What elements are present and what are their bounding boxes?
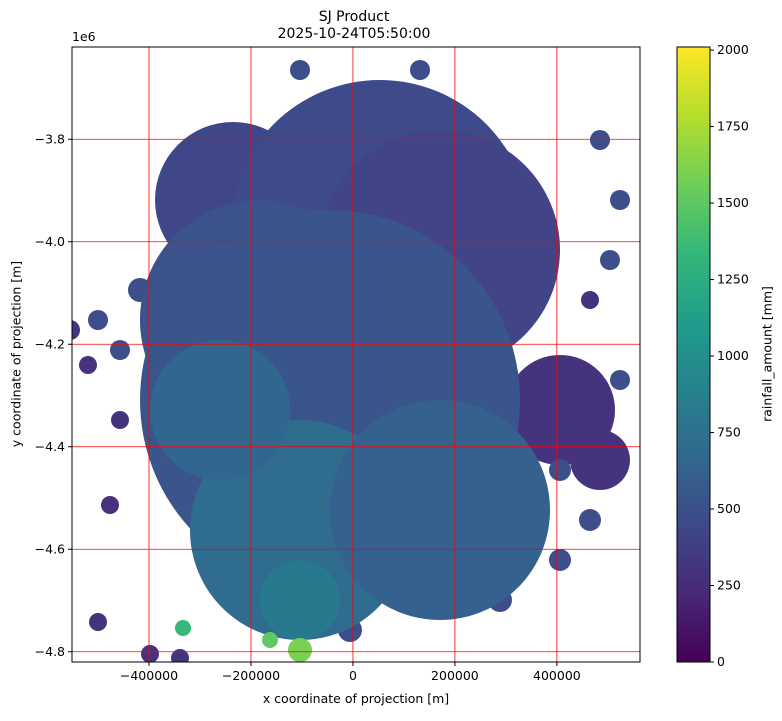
grid [72,47,640,662]
colorbar-tick-label: 1000 [717,348,749,363]
y-tick-label: −4.2 [35,336,65,351]
colorbar-label: rainfall_amount [mm] [760,286,775,422]
x-tick-label: 200000 [431,668,479,683]
y-offset-text: 1e6 [72,29,96,44]
colorbar-tick-label: 1250 [717,272,749,287]
y-tick-label: −4.4 [35,439,65,454]
x-tick-label: 0 [349,668,357,683]
y-axis-label: y coordinate of projection [m] [9,261,24,447]
colorbar-tick-label: 2000 [717,42,749,57]
colorbar-tick-label: 250 [717,578,741,593]
colorbar-tick-label: 1750 [717,119,749,134]
y-tick-label: −4.6 [35,541,65,556]
colorbar-tick-label: 500 [717,501,741,516]
x-tick-label: −200000 [222,668,280,683]
colorbar-tick-label: 750 [717,425,741,440]
y-tick-label: −4.0 [35,234,65,249]
y-tick-label: −4.8 [35,644,65,659]
x-axis-label: x coordinate of projection [m] [263,691,449,706]
x-tick-label: 400000 [533,668,581,683]
chart-title: SJ Product [319,9,390,25]
chart-subtitle: 2025-10-24T05:50:00 [278,26,431,42]
axes-frame [71,46,641,663]
y-tick-label: −3.8 [35,131,65,146]
colorbar-tick-label: 0 [717,654,725,669]
colorbar-tick-label: 1500 [717,195,749,210]
colorbar [676,46,711,663]
rainfall-raster [72,60,630,662]
x-tick-label: −400000 [120,668,178,683]
